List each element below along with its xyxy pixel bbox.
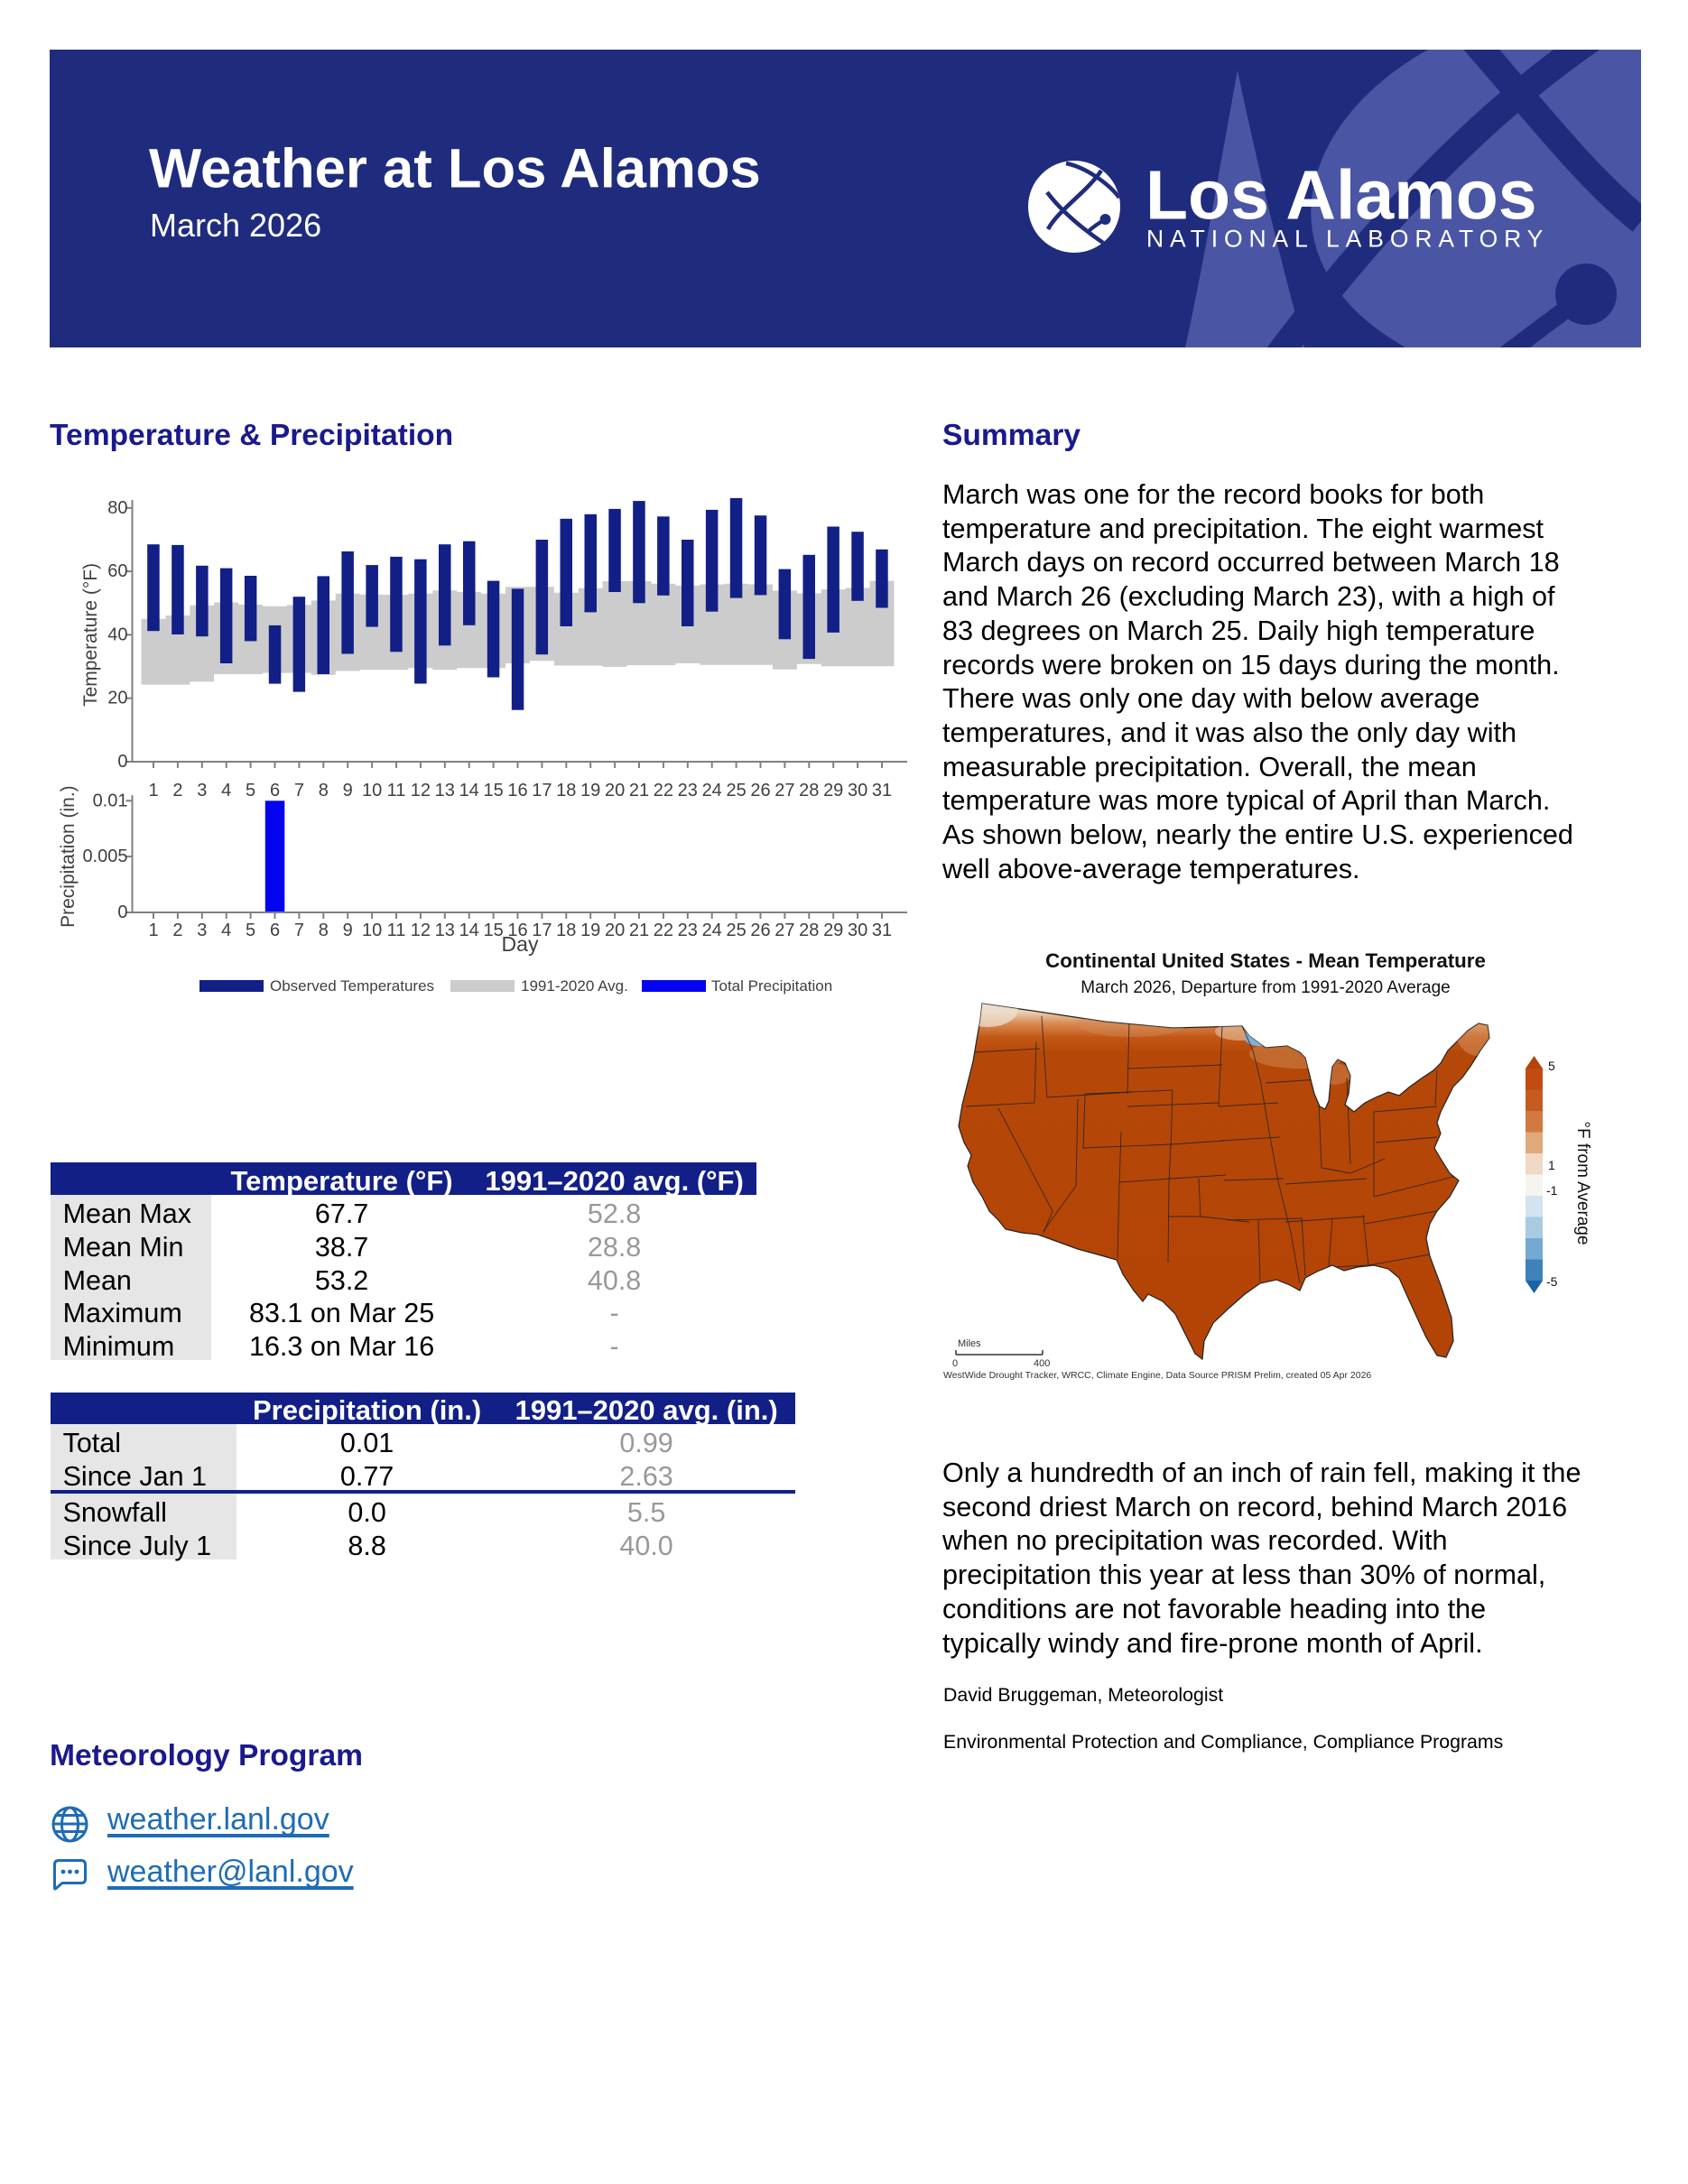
svg-text:29: 29 xyxy=(823,781,843,800)
svg-text:10: 10 xyxy=(362,781,382,800)
svg-text:5: 5 xyxy=(1548,1059,1555,1073)
svg-text:16: 16 xyxy=(507,921,527,940)
svg-text:6: 6 xyxy=(270,921,280,940)
svg-text:Weather at Los Alamos: Weather at Los Alamos xyxy=(149,138,761,200)
svg-text:7: 7 xyxy=(294,781,304,800)
svg-text:-5: -5 xyxy=(1546,1274,1558,1289)
svg-text:31: 31 xyxy=(872,781,892,800)
svg-text:17: 17 xyxy=(532,921,552,940)
svg-text:29: 29 xyxy=(823,921,843,940)
svg-text:1: 1 xyxy=(1548,1158,1555,1172)
svg-text:11: 11 xyxy=(387,921,406,940)
svg-text:13: 13 xyxy=(435,921,455,940)
svg-text:March 2026: March 2026 xyxy=(150,207,321,244)
svg-text:400: 400 xyxy=(1034,1358,1050,1369)
svg-text:3: 3 xyxy=(197,781,207,800)
svg-text:8: 8 xyxy=(319,921,329,940)
svg-text:Miles: Miles xyxy=(958,1338,981,1349)
svg-text:60: 60 xyxy=(107,561,127,581)
svg-text:21: 21 xyxy=(629,921,649,940)
svg-text:26: 26 xyxy=(750,781,770,800)
svg-text:30: 30 xyxy=(848,921,867,940)
svg-text:9: 9 xyxy=(343,781,353,800)
svg-text:17: 17 xyxy=(532,781,552,800)
svg-text:Continental United States - Me: Continental United States - Mean Tempera… xyxy=(1045,949,1486,972)
svg-text:23: 23 xyxy=(678,921,698,940)
svg-text:2: 2 xyxy=(172,921,182,940)
svg-text:30: 30 xyxy=(848,781,867,800)
svg-text:28: 28 xyxy=(799,921,819,940)
svg-text:80: 80 xyxy=(107,498,127,518)
svg-text:25: 25 xyxy=(726,921,746,940)
svg-text:9: 9 xyxy=(343,921,353,940)
svg-text:0: 0 xyxy=(117,752,127,772)
svg-text:22: 22 xyxy=(654,921,673,940)
svg-text:15: 15 xyxy=(483,781,503,800)
svg-text:21: 21 xyxy=(629,781,649,800)
svg-text:4: 4 xyxy=(221,921,231,940)
svg-text:0: 0 xyxy=(117,902,127,922)
svg-text:4: 4 xyxy=(221,781,231,800)
svg-text:25: 25 xyxy=(726,781,746,800)
svg-text:20: 20 xyxy=(107,689,127,708)
svg-text:-1: -1 xyxy=(1546,1183,1558,1198)
svg-text:Los Alamos: Los Alamos xyxy=(1145,157,1537,235)
svg-text:19: 19 xyxy=(580,921,600,940)
svg-text:8: 8 xyxy=(319,781,329,800)
svg-text:24: 24 xyxy=(702,921,722,940)
svg-text:18: 18 xyxy=(556,781,576,800)
svg-text:19: 19 xyxy=(580,781,600,800)
svg-text:0: 0 xyxy=(952,1358,958,1369)
svg-text:10: 10 xyxy=(362,921,382,940)
svg-text:24: 24 xyxy=(702,781,722,800)
svg-text:March 2026, Departure from 199: March 2026, Departure from 1991-2020 Ave… xyxy=(1081,978,1450,997)
svg-text:18: 18 xyxy=(556,921,576,940)
svg-text:15: 15 xyxy=(483,921,503,940)
svg-text:26: 26 xyxy=(750,921,770,940)
svg-text:20: 20 xyxy=(605,921,625,940)
svg-text:31: 31 xyxy=(872,921,892,940)
svg-text:5: 5 xyxy=(246,781,255,800)
svg-text:0.01: 0.01 xyxy=(93,791,128,810)
svg-text:14: 14 xyxy=(459,781,479,800)
svg-text:6: 6 xyxy=(270,781,280,800)
svg-text:16: 16 xyxy=(507,781,527,800)
svg-text:12: 12 xyxy=(411,921,431,940)
svg-text:7: 7 xyxy=(294,921,304,940)
svg-text:2: 2 xyxy=(172,781,182,800)
svg-text:Observed Temperatures: Observed Temperatures xyxy=(270,977,434,995)
svg-text:20: 20 xyxy=(605,781,625,800)
svg-text:40: 40 xyxy=(107,625,127,644)
svg-text:NATIONAL LABORATORY: NATIONAL LABORATORY xyxy=(1146,226,1549,253)
svg-text:WestWide Drought Tracker, WRCC: WestWide Drought Tracker, WRCC, Climate … xyxy=(943,1370,1371,1381)
svg-text:27: 27 xyxy=(774,921,794,940)
svg-text:1: 1 xyxy=(148,921,158,940)
svg-text:Temperature (°F): Temperature (°F) xyxy=(80,563,101,707)
svg-text:°F from Average: °F from Average xyxy=(1573,1121,1592,1245)
svg-text:28: 28 xyxy=(799,781,819,800)
svg-text:Total Precipitation: Total Precipitation xyxy=(711,977,832,995)
svg-text:5: 5 xyxy=(246,921,255,940)
svg-text:1: 1 xyxy=(148,781,158,800)
svg-text:23: 23 xyxy=(678,781,698,800)
svg-text:22: 22 xyxy=(654,781,673,800)
svg-text:12: 12 xyxy=(411,781,431,800)
svg-text:Day: Day xyxy=(502,932,539,956)
svg-text:11: 11 xyxy=(387,781,406,800)
svg-text:13: 13 xyxy=(435,781,455,800)
svg-text:1991-2020 Avg.: 1991-2020 Avg. xyxy=(521,977,628,995)
svg-text:0.005: 0.005 xyxy=(82,847,127,866)
svg-text:Precipitation (in.): Precipitation (in.) xyxy=(58,785,79,928)
svg-text:3: 3 xyxy=(197,921,207,940)
svg-text:14: 14 xyxy=(459,921,479,940)
svg-text:27: 27 xyxy=(774,781,794,800)
